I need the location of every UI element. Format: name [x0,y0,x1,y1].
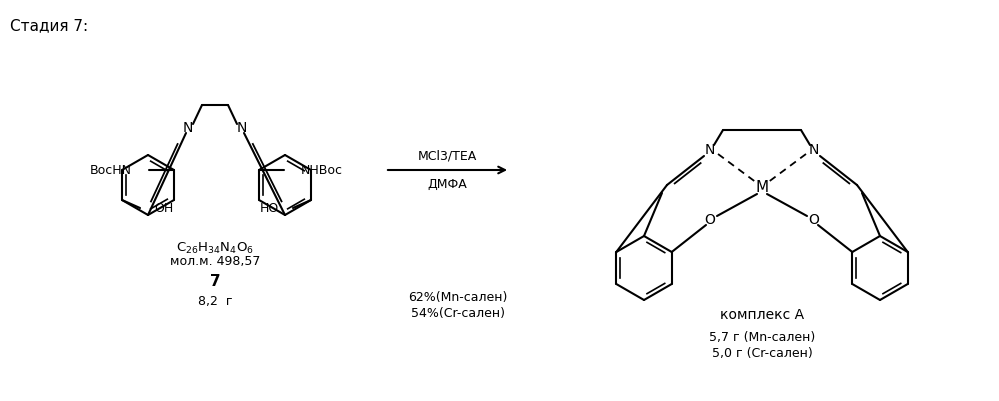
Text: Стадия 7:: Стадия 7: [10,18,88,33]
Text: $\mathregular{C_{26}H_{34}N_4O_6}$: $\mathregular{C_{26}H_{34}N_4O_6}$ [176,241,254,255]
Text: комплекс А: комплекс А [720,308,804,322]
Text: 54%(Cr-сален): 54%(Cr-сален) [411,306,504,320]
Text: BocHN: BocHN [90,164,132,176]
Text: MCl3/ТЕА: MCl3/ТЕА [418,150,478,162]
Text: N: N [183,121,193,135]
Text: O: O [808,213,819,227]
Text: OH: OH [154,201,173,215]
Text: N: N [705,143,715,157]
Text: M: M [755,180,768,196]
Text: HO: HO [260,201,279,215]
Text: 8,2  г: 8,2 г [198,296,232,308]
Text: N: N [809,143,819,157]
Text: мол.м. 498,57: мол.м. 498,57 [170,255,260,269]
Text: 62%(Mn-сален): 62%(Mn-сален) [408,292,507,304]
Text: 5,0 г (Cr-сален): 5,0 г (Cr-сален) [711,346,812,360]
Text: N: N [237,121,247,135]
Text: NHBoc: NHBoc [301,164,343,176]
Text: ДМФА: ДМФА [428,178,468,190]
Text: O: O [704,213,715,227]
Text: 7: 7 [210,275,221,290]
Text: 5,7 г (Mn-сален): 5,7 г (Mn-сален) [709,332,815,344]
